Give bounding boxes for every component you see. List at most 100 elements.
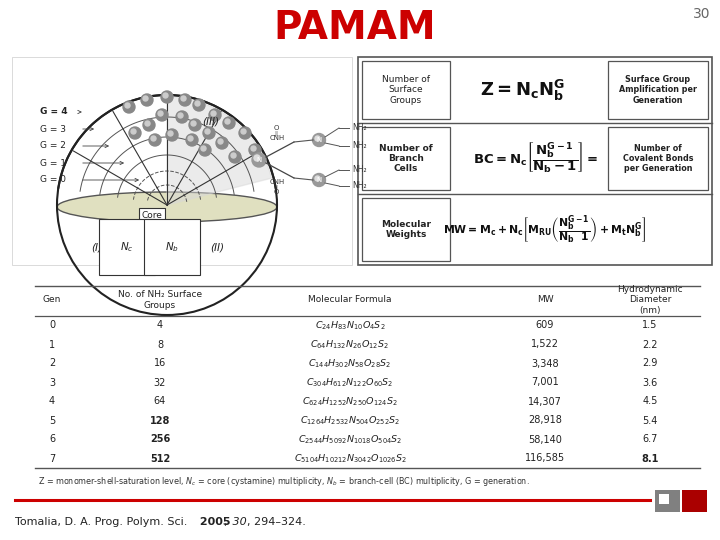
Circle shape	[143, 119, 155, 131]
Circle shape	[151, 136, 156, 141]
Text: $C_{1264}H_{2532}N_{504}O_{252}S_2$: $C_{1264}H_{2532}N_{504}O_{252}S_2$	[300, 414, 400, 427]
Circle shape	[129, 127, 141, 139]
Bar	[358, 57, 712, 265]
Text: G = 3: G = 3	[40, 125, 66, 133]
Text: ||: ||	[274, 130, 278, 136]
Circle shape	[178, 113, 183, 118]
Text: 3.6: 3.6	[642, 377, 657, 388]
Circle shape	[229, 151, 241, 163]
Circle shape	[252, 153, 266, 167]
Circle shape	[158, 111, 163, 116]
Text: Number of
Surface
Groups: Number of Surface Groups	[382, 75, 430, 105]
Text: 1.5: 1.5	[642, 321, 657, 330]
Text: $C_{24}H_{83}N_{10}O_4S_2$: $C_{24}H_{83}N_{10}O_4S_2$	[315, 319, 385, 332]
Text: G = 2: G = 2	[40, 141, 66, 151]
Text: MW: MW	[536, 295, 553, 305]
Circle shape	[209, 109, 221, 121]
Circle shape	[251, 146, 256, 151]
Text: NH₂: NH₂	[352, 181, 366, 191]
Circle shape	[312, 173, 325, 186]
Circle shape	[123, 101, 135, 113]
Text: (I): (I)	[91, 242, 102, 252]
Circle shape	[203, 127, 215, 139]
Text: $C_{624}H_{1252}N_{250}O_{124}S_2$: $C_{624}H_{1252}N_{250}O_{124}S_2$	[302, 395, 398, 408]
Circle shape	[125, 103, 130, 108]
Text: 0: 0	[49, 321, 55, 330]
Text: $C_{304}H_{612}N_{122}O_{60}S_2$: $C_{304}H_{612}N_{122}O_{60}S_2$	[306, 376, 394, 389]
Text: 58,140: 58,140	[528, 435, 562, 444]
Text: O: O	[274, 125, 279, 131]
Circle shape	[163, 93, 168, 98]
Text: Number of
Covalent Bonds
per Generation: Number of Covalent Bonds per Generation	[623, 144, 693, 173]
Text: 2.9: 2.9	[642, 359, 657, 368]
Bar	[12, 57, 352, 265]
Text: 16: 16	[154, 359, 166, 368]
Circle shape	[201, 146, 206, 151]
Text: 7,001: 7,001	[531, 377, 559, 388]
Circle shape	[315, 136, 320, 141]
Text: CNH: CNH	[269, 179, 284, 185]
Text: $C_{64}H_{132}N_{26}O_{12}S_2$: $C_{64}H_{132}N_{26}O_{12}S_2$	[310, 338, 390, 351]
Text: 8.1: 8.1	[642, 454, 659, 463]
Text: ||: ||	[274, 184, 278, 190]
Text: 2005: 2005	[196, 517, 230, 527]
Circle shape	[149, 134, 161, 146]
Circle shape	[179, 94, 191, 106]
Text: $N_c$: $N_c$	[120, 240, 134, 254]
Text: 2.2: 2.2	[642, 340, 658, 349]
Circle shape	[312, 133, 325, 146]
Circle shape	[191, 121, 196, 126]
Text: NH₂: NH₂	[352, 165, 366, 174]
Text: $C_{2544}H_{5092}N_{1018}O_{504}S_2$: $C_{2544}H_{5092}N_{1018}O_{504}S_2$	[298, 433, 402, 446]
Text: 14,307: 14,307	[528, 396, 562, 407]
Text: $\mathbf{MW = M_c + N_c\left[M_{RU}\left(\dfrac{N_b^{G-1}}{N_b\ \ 1}\right) + M_: $\mathbf{MW = M_c + N_c\left[M_{RU}\left…	[444, 213, 647, 246]
Text: $N_b$: $N_b$	[165, 240, 179, 254]
Text: Molecular Formula: Molecular Formula	[308, 295, 392, 305]
Text: $\mathbf{BC = N_c\left[\dfrac{N_b^{G-1}}{N_b - 1}\right] =}$: $\mathbf{BC = N_c\left[\dfrac{N_b^{G-1}}…	[473, 141, 598, 176]
Text: Hydrodynamic
Diameter
(nm): Hydrodynamic Diameter (nm)	[617, 285, 683, 315]
Text: (III): (III)	[202, 117, 219, 127]
Circle shape	[218, 139, 223, 144]
Text: 5: 5	[49, 415, 55, 426]
Circle shape	[186, 134, 198, 146]
Text: Z = monomer-shell-saturation level, $N_c$ = core (cystamine) multiplicity, $N_b$: Z = monomer-shell-saturation level, $N_c…	[38, 476, 530, 489]
Bar	[655, 490, 680, 512]
Text: 4.5: 4.5	[642, 396, 657, 407]
Circle shape	[161, 91, 173, 103]
Circle shape	[223, 117, 235, 129]
Text: Number of
Branch
Cells: Number of Branch Cells	[379, 144, 433, 173]
Text: 6: 6	[49, 435, 55, 444]
Circle shape	[176, 111, 188, 123]
Bar	[362, 198, 450, 261]
Text: 32: 32	[154, 377, 166, 388]
Circle shape	[168, 131, 173, 136]
Circle shape	[131, 129, 136, 134]
Circle shape	[239, 127, 251, 139]
Text: 3: 3	[49, 377, 55, 388]
Bar	[659, 494, 669, 504]
Text: 6.7: 6.7	[642, 435, 657, 444]
Text: No. of NH₂ Surface
Groups: No. of NH₂ Surface Groups	[118, 291, 202, 310]
Circle shape	[231, 153, 236, 158]
Circle shape	[189, 119, 201, 131]
Circle shape	[211, 111, 216, 116]
Text: G = 0: G = 0	[40, 176, 66, 185]
Bar	[608, 127, 708, 190]
Text: 2: 2	[49, 359, 55, 368]
Text: (II): (II)	[210, 242, 224, 252]
Circle shape	[181, 96, 186, 101]
Circle shape	[141, 94, 153, 106]
Text: Surface Group
Amplification per
Generation: Surface Group Amplification per Generati…	[619, 75, 697, 105]
Bar	[608, 61, 708, 119]
Text: N: N	[316, 137, 322, 143]
Text: $C_{144}H_{302}N_{58}O_{28}S_2$: $C_{144}H_{302}N_{58}O_{28}S_2$	[308, 357, 392, 370]
Text: Gen: Gen	[42, 295, 61, 305]
Text: 8: 8	[157, 340, 163, 349]
Text: G = 4: G = 4	[40, 107, 68, 117]
Text: 30: 30	[229, 517, 247, 527]
Text: CNH: CNH	[269, 135, 284, 141]
Text: Molecular
Weights: Molecular Weights	[381, 220, 431, 239]
Text: 28,918: 28,918	[528, 415, 562, 426]
Bar	[362, 61, 450, 119]
Text: N: N	[256, 157, 261, 163]
